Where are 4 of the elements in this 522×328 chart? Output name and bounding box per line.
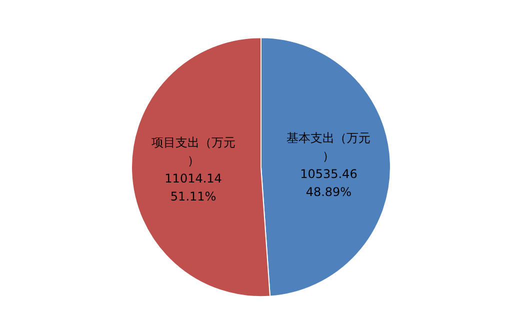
slice-label: 项目支出（万元） xyxy=(151,135,236,168)
data-label: 10535.46 48.89% xyxy=(300,166,358,199)
data-label: 11014.14 51.11% xyxy=(164,171,222,204)
slice-label: 基本支出（万元） xyxy=(286,130,371,163)
